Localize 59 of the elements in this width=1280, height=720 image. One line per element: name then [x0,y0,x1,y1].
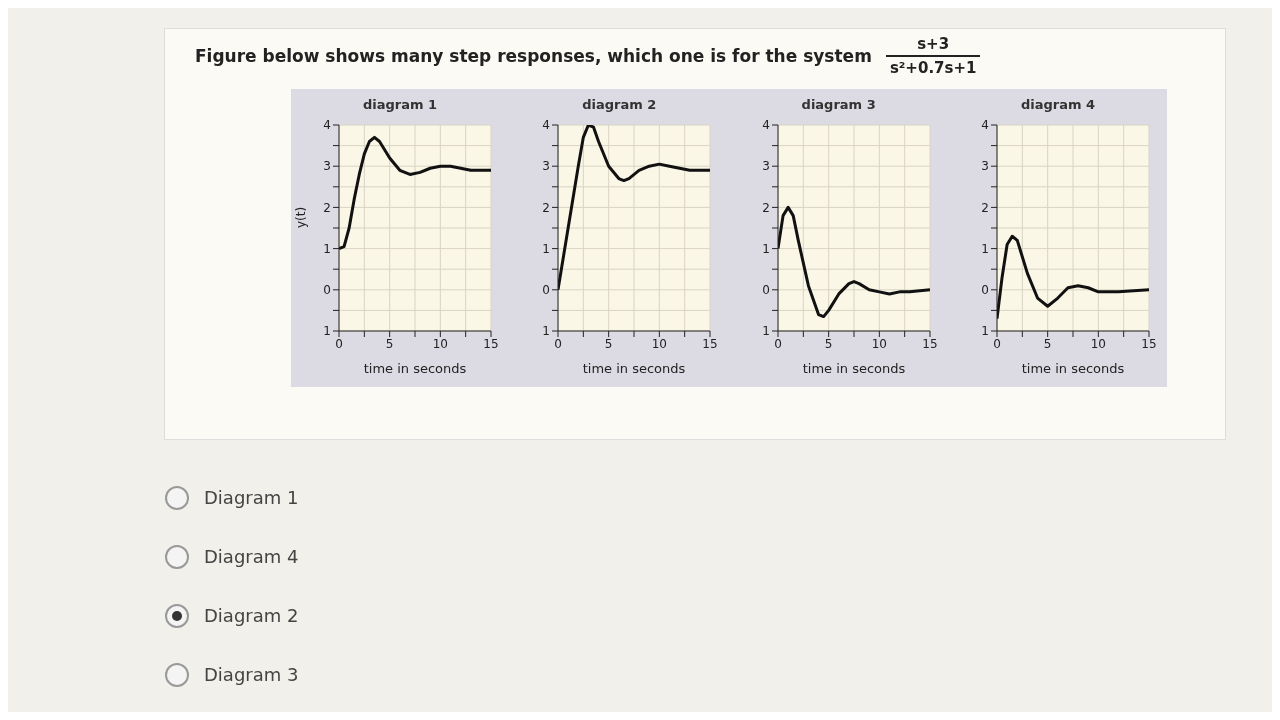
y-tick-label: 1 [981,241,989,256]
x-tick-label: 10 [652,336,668,351]
text: Diagram 1 [204,487,299,508]
x-tick-label: 5 [1043,336,1052,351]
x-axis-title: time in seconds [583,361,686,376]
y-tick-label: 4 [542,118,551,133]
x-axis-title: time in seconds [802,361,906,376]
y-tick-label: 1 [981,324,989,339]
x-tick-label: 10 [1090,336,1106,351]
y-tick-label: 2 [323,200,331,215]
x-tick-label: 10 [871,336,887,351]
x-tick-label: 5 [605,336,613,351]
x-axis-title: time in seconds [1021,361,1125,376]
x-tick-label: 0 [773,336,782,351]
text: Diagram 2 [204,605,299,626]
chart-title: diagram 1 [361,97,439,114]
y-tick-label: 0 [981,283,989,298]
y-tick-label: 1 [542,241,551,256]
y-tick-label: 2 [762,200,770,215]
y-tick-label: 1 [762,241,770,256]
text: Figure below shows many step responses, which one is for the system [195,46,872,66]
y-tick-label: 4 [981,118,989,133]
x-tick-label: 0 [554,336,563,351]
x-tick-label: 10 [432,336,448,351]
y-tick-label: 0 [762,283,770,298]
y-tick-label: 3 [981,159,989,174]
x-tick-label: 15 [702,336,718,351]
chart-title: diagram 2 [581,97,658,114]
y-tick-label: 3 [323,159,331,174]
y-tick-label: 2 [981,200,989,215]
line-series [339,135,491,251]
text: s+3 [917,35,950,53]
y-tick-label: 1 [762,324,770,339]
y-tick-label: 3 [542,159,551,174]
y-tick-label: 4 [762,118,770,133]
y-tick-label: 3 [762,159,770,174]
y-tick-label: 0 [323,283,331,298]
text: Diagram 3 [204,664,299,685]
y-tick-label: 4 [323,118,331,133]
text: s²+0.7s+1 [889,59,977,77]
x-tick-label: 15 [922,336,938,351]
x-tick-label: 5 [824,336,833,351]
y-tick-label: 0 [542,283,551,298]
x-tick-label: 15 [483,336,499,351]
text: Diagram 4 [204,546,299,567]
y-tick-label: 1 [323,241,331,256]
chart-title: diagram 3 [800,97,877,114]
chart-title: diagram 4 [1019,97,1097,114]
x-tick-label: 0 [993,336,1001,351]
x-tick-label: 15 [1141,336,1157,351]
line-series [777,205,930,319]
y-axis-title: y(t) [294,206,309,228]
line-series [996,234,1149,321]
y-tick-label: 2 [542,200,551,215]
x-axis-title: time in seconds [363,361,467,376]
y-tick-label: 1 [323,324,331,339]
x-tick-label: 5 [385,336,394,351]
x-tick-label: 0 [335,336,343,351]
y-tick-label: 1 [542,324,551,339]
